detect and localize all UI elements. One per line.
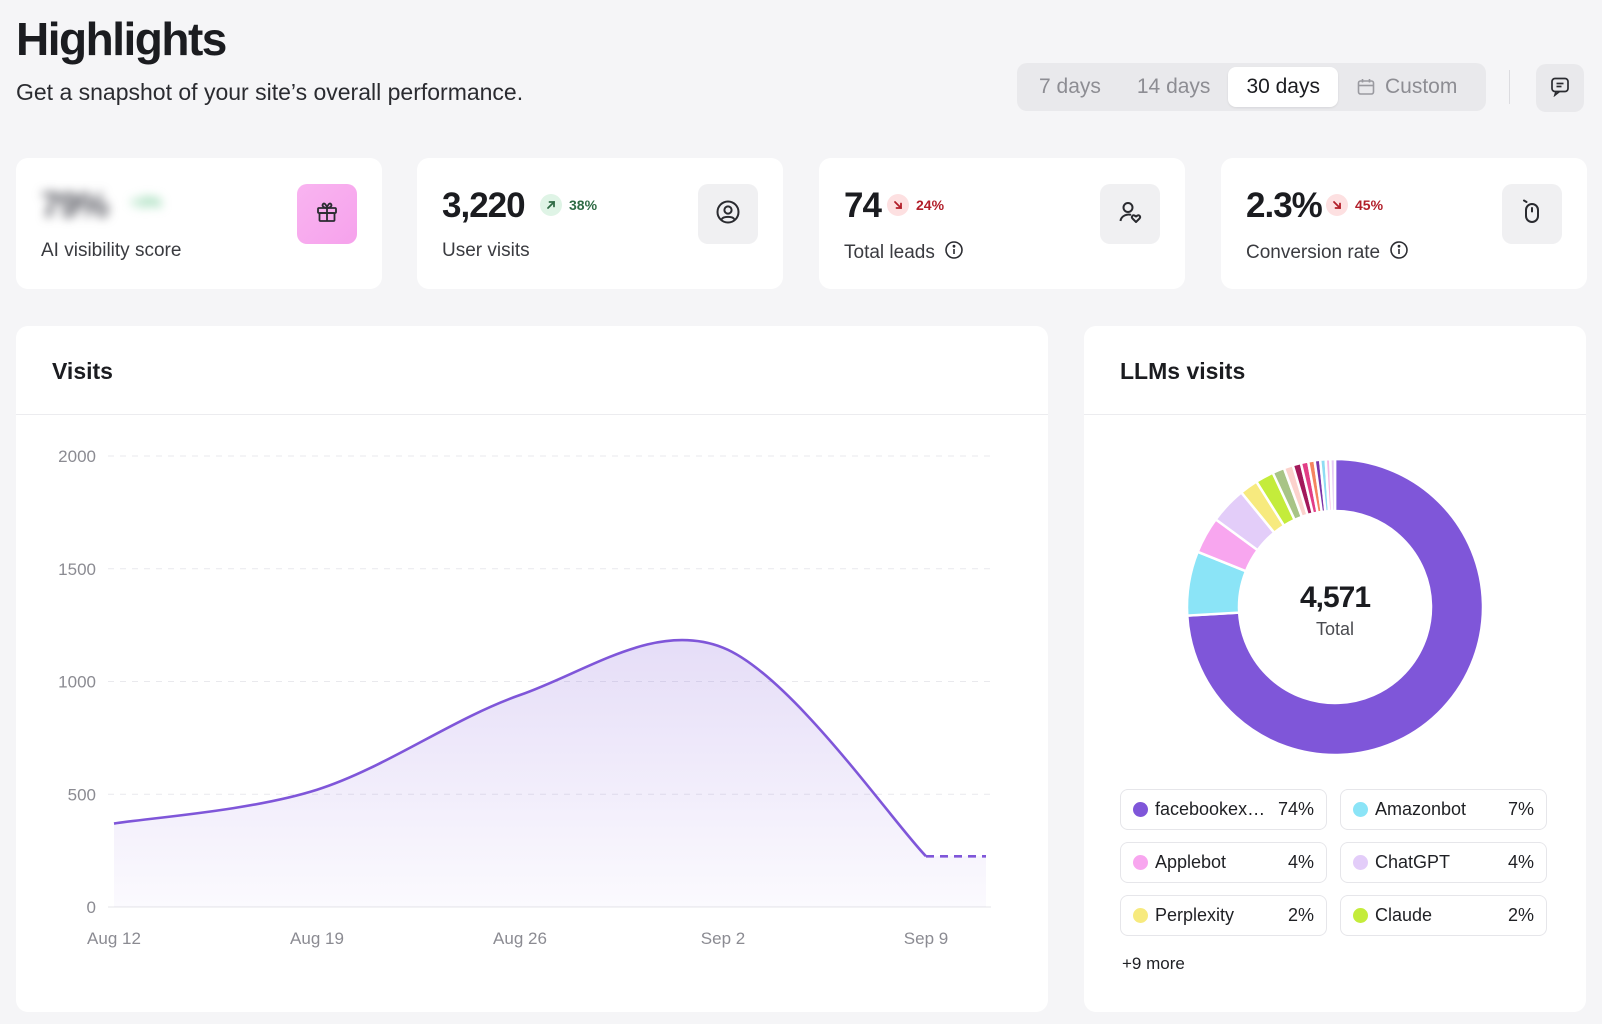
range-30-days-button[interactable]: 30 days [1228,67,1338,107]
legend-dot [1353,908,1368,923]
legend-pct: 7% [1507,799,1534,819]
donut-total-label: Total [1315,619,1355,639]
message-icon [1549,75,1571,102]
donut-total-value: 4,571 [1299,581,1371,614]
stat-label: User visits [442,240,530,261]
stat-icon-box [698,184,758,244]
legend-pct: 2% [1507,905,1534,925]
stat-delta-down: 24% [887,194,944,216]
y-tick-label: 2000 [58,447,96,466]
legend-dot [1133,908,1148,923]
area-fill [114,640,986,907]
x-tick-label: Sep 9 [904,929,948,948]
visits-chart: 0 500 1000 1500 2000 Aug 12 Aug 19 Aug 26 Sep 2 S… [58,447,991,948]
y-tick-label: 1500 [58,560,96,579]
range-custom-label: Custom [1385,75,1458,98]
stat-icon-box [1502,184,1562,244]
legend-name: Amazonbot [1375,799,1467,819]
legend-item[interactable]: Applebot 4% [1120,842,1327,883]
stat-delta-down: 45% [1326,194,1383,216]
legend-dot [1353,855,1368,870]
y-tick-label: 1000 [58,673,96,692]
range-7-days-button[interactable]: 7 days [1039,75,1101,98]
panel-divider [1084,414,1586,415]
page-subtitle: Get a snapshot of your site’s overall pe… [16,79,524,105]
stat-icon-box [1100,184,1160,244]
stat-delta-up: 38% [540,194,597,216]
legend-item[interactable]: Claude 2% [1340,895,1547,936]
user-circle-icon [714,198,742,231]
arrow-down-right-icon [1326,194,1348,216]
legend-pct: 4% [1507,852,1534,872]
legend-name: Claude [1375,905,1433,925]
donut-slice [1185,457,1485,757]
panel-divider [16,414,1048,415]
info-icon[interactable] [944,240,964,266]
stat-delta: +3% [131,194,162,211]
stat-card-user-visits: 3,220 38% User visits [417,158,783,289]
legend-item[interactable]: ChatGPT 4% [1340,842,1547,883]
range-14-days-button[interactable]: 14 days [1136,75,1211,98]
legend-item[interactable]: facebookext… 74% [1120,789,1327,830]
visits-panel: Visits 0 500 1000 1500 2000 Aug 12 Aug 19 Aug 2… [16,326,1048,1012]
stat-card-total-leads: 74 24% Total leads [819,158,1185,289]
x-tick-label: Aug 19 [290,929,344,948]
user-heart-icon [1116,198,1144,231]
stat-label: AI visibility score [41,240,182,261]
legend-name: facebookext… [1155,799,1270,819]
arrow-up-right-icon [540,194,562,216]
stat-icon-box [297,184,357,244]
stat-card-conversion-rate: 2.3% 45% Conversion rate [1221,158,1587,289]
mouse-icon [1518,198,1546,231]
y-tick-label: 0 [87,898,96,917]
legend-pct: 74% [1277,799,1314,819]
x-tick-label: Aug 26 [493,929,547,948]
panel-title: Visits [52,358,113,384]
y-tick-label: 500 [68,785,96,804]
legend-name: ChatGPT [1375,852,1451,872]
calendar-icon [1356,77,1376,97]
series-line [113,638,927,858]
stat-value: 2.3% [1246,186,1323,225]
stat-label: Total leads [844,240,964,266]
header-divider [1509,70,1510,104]
info-icon[interactable] [1389,240,1409,266]
legend-name: Applebot [1155,852,1227,872]
llm-donut-chart [1185,457,1485,757]
legend-item[interactable]: Amazonbot 7% [1340,789,1547,830]
arrow-down-right-icon [887,194,909,216]
legend-dot [1353,802,1368,817]
stat-card-ai-visibility: 79% +3% AI visibility score [16,158,382,289]
stat-value: 74 [844,186,882,225]
stat-label: Conversion rate [1246,240,1409,266]
page-title: Highlights [16,13,227,65]
donut-slice [1329,457,1337,513]
legend-pct: 2% [1287,905,1314,925]
legend-pct: 4% [1287,852,1314,872]
stat-value: 3,220 [442,186,526,225]
range-custom-button[interactable]: Custom [1338,67,1475,107]
legend-dot [1133,802,1148,817]
llm-visits-panel: LLMs visits 4,571 Total facebookext… 74%… [1084,326,1586,1012]
x-tick-label: Sep 2 [701,929,745,948]
stat-value: 79% [41,186,109,225]
legend-name: Perplexity [1155,905,1235,925]
legend-item[interactable]: Perplexity 2% [1120,895,1327,936]
feedback-button[interactable] [1536,64,1584,112]
date-range-selector: 7 days 14 days 30 days Custom [1017,63,1486,111]
panel-title: LLMs visits [1120,358,1246,384]
legend-dot [1133,855,1148,870]
x-tick-label: Aug 12 [87,929,141,948]
more-sources-link[interactable]: +9 more [1122,954,1185,973]
gift-icon [313,198,341,231]
